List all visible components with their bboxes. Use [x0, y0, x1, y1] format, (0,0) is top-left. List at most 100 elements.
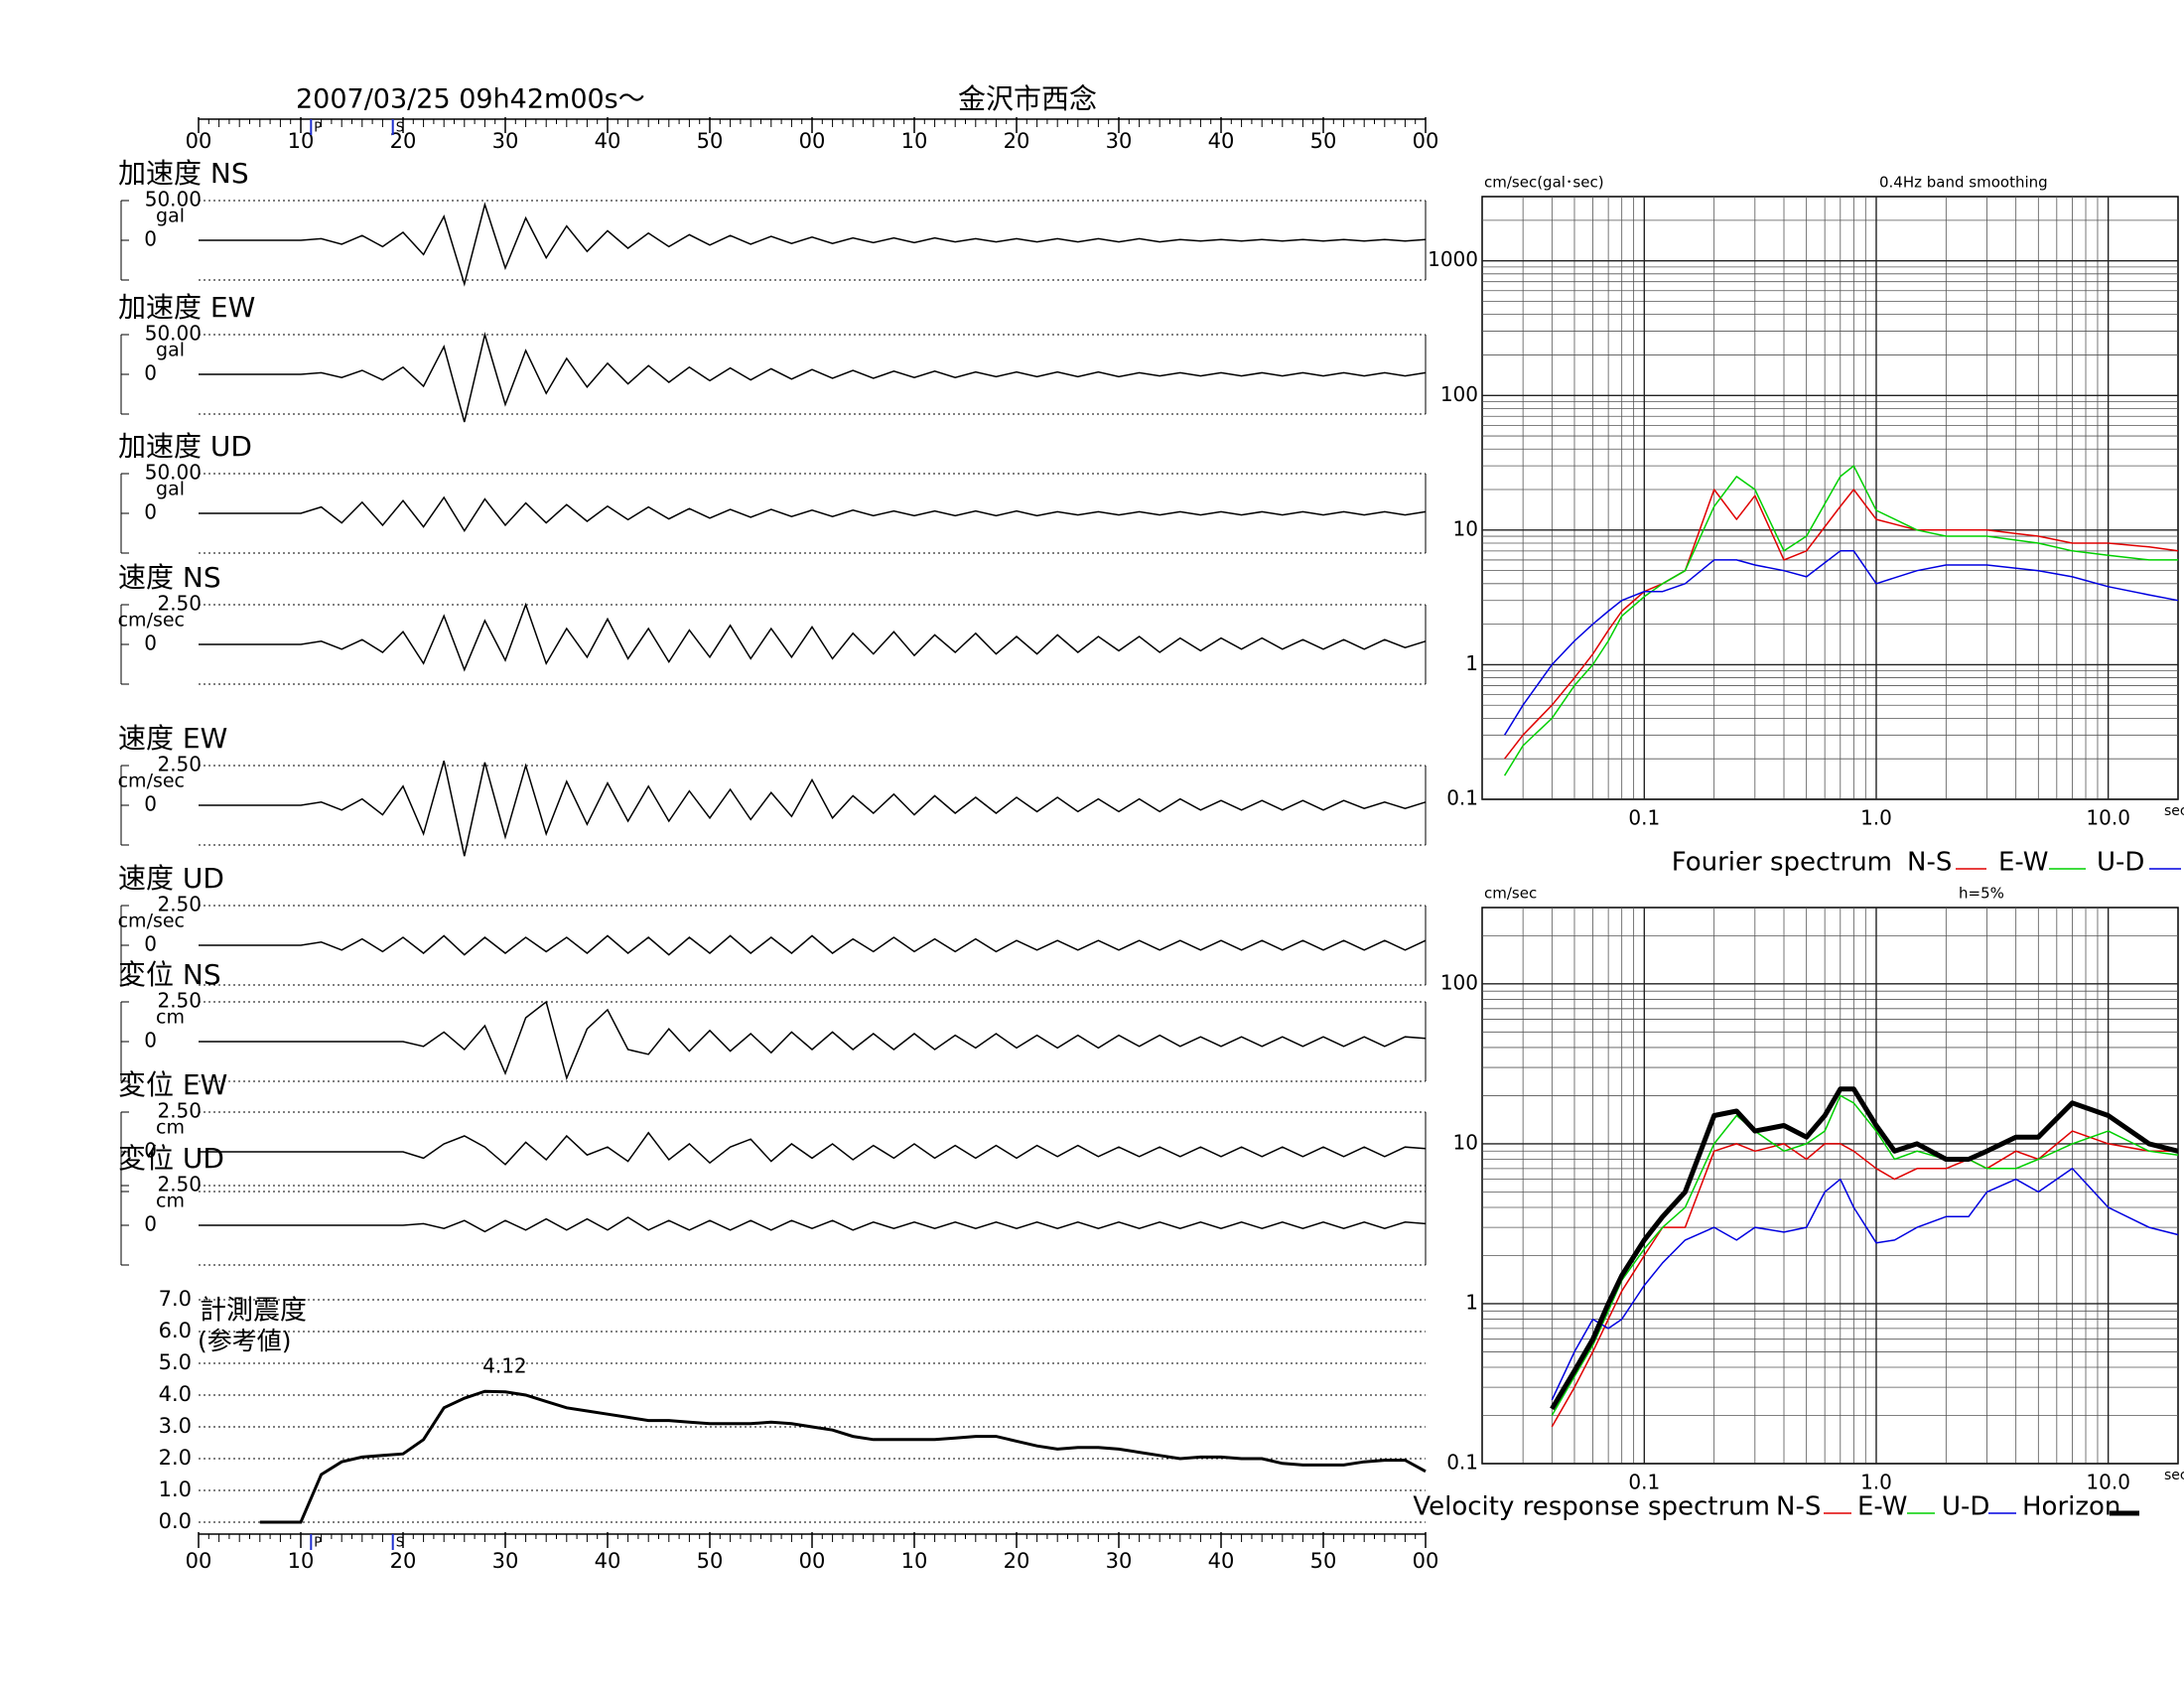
trace-label: 速度 EW: [118, 722, 227, 755]
x-tick-label: 50: [1310, 129, 1337, 153]
x-tick-label: 1.0: [1860, 806, 1892, 830]
trace-label: 変位 EW: [118, 1068, 227, 1101]
x-tick-label: 20: [1004, 1549, 1030, 1573]
y-tick-label: 0: [144, 932, 157, 956]
intensity-note: (参考値): [198, 1327, 292, 1355]
x-tick-label: 30: [492, 129, 519, 153]
waveform: [199, 1000, 1427, 1081]
note: h=5%: [1959, 885, 2004, 903]
y-tick-label: 3.0: [159, 1414, 192, 1438]
x-tick-label: 30: [1106, 1549, 1133, 1573]
y-tick-label: 0.1: [1446, 786, 1478, 810]
y-tick-label: 0: [144, 500, 157, 524]
x-tick-label: 0.1: [1628, 806, 1660, 830]
spectrum-line: [1551, 1130, 2178, 1428]
legend-label: N-S: [1907, 848, 1952, 878]
legend-label: N-S: [1776, 1492, 1821, 1522]
y-tick-label: 6.0: [159, 1319, 192, 1342]
y-tick-label: 1000: [1428, 247, 1478, 271]
spectrum-line: [1503, 465, 2178, 776]
x-tick-label: 20: [390, 1549, 417, 1573]
x-tick-label: 10: [288, 1549, 315, 1573]
y-tick-label: 0: [144, 1029, 157, 1053]
phase-label: P: [314, 1536, 322, 1551]
x-tick-label: 1.0: [1860, 1471, 1892, 1494]
legend-label: U-D: [1942, 1492, 1989, 1522]
x-tick-label: 40: [595, 1549, 621, 1573]
intensity-label: 計測震度: [200, 1296, 307, 1327]
waveform: [199, 1131, 1427, 1166]
y-axis-label: cm/sec: [1484, 885, 1537, 903]
y-tick-label: 0.1: [1446, 1451, 1478, 1475]
y-tick-label: 100: [1440, 970, 1478, 994]
y-tick-label: 50.00: [145, 188, 202, 211]
unit-label: cm: [156, 1191, 185, 1212]
x-tick-label: 20: [1004, 129, 1030, 153]
x-tick-label: 40: [1208, 1549, 1235, 1573]
y-tick-label: 0: [144, 1139, 157, 1163]
y-tick-label: 2.50: [157, 753, 202, 776]
unit-label: cm/sec: [118, 911, 185, 932]
x-tick-label: 00: [799, 129, 826, 153]
y-tick-label: 2.50: [157, 893, 202, 916]
y-tick-label: 0: [144, 227, 157, 251]
peak-label: 4.12: [482, 1354, 527, 1378]
y-tick-label: 4.0: [159, 1382, 192, 1406]
legend-label: U-D: [2097, 848, 2144, 878]
spectrum-line: [1551, 1168, 2179, 1401]
y-tick-label: 1.0: [159, 1477, 192, 1501]
trace-label: 加速度 EW: [118, 291, 255, 324]
x-tick-label: 40: [1208, 129, 1235, 153]
spectrum-line: [1550, 1086, 2179, 1411]
y-tick-label: 10: [1453, 1130, 1478, 1154]
x-tick-label: 50: [1310, 1549, 1337, 1573]
y-tick-label: 1: [1465, 1290, 1478, 1314]
y-tick-label: 50.00: [145, 461, 202, 485]
waveform: [199, 934, 1427, 956]
trace-label: 加速度 NS: [118, 157, 249, 190]
x-tick-label: 20: [390, 129, 417, 153]
trace-label: 速度 UD: [118, 862, 224, 895]
x-tick-label: 10.0: [2086, 806, 2130, 830]
x-tick-label: 00: [1413, 129, 1439, 153]
caption: Velocity response spectrum: [1413, 1492, 1770, 1522]
trace-label: 加速度 UD: [118, 430, 252, 463]
x-tick-label: 00: [186, 1549, 212, 1573]
x-tick-label: 10.0: [2086, 1471, 2130, 1494]
phase-label: S: [396, 1536, 404, 1551]
y-tick-label: 0.0: [159, 1509, 192, 1533]
y-axis-label: cm/sec(gal･sec): [1484, 174, 1604, 192]
caption: Fourier spectrum: [1672, 848, 1892, 878]
waveform: [199, 495, 1427, 533]
x-tick-label: 00: [186, 129, 212, 153]
x-axis-label: sec: [2164, 803, 2184, 819]
y-tick-label: 50.00: [145, 322, 202, 346]
y-tick-label: 2.0: [159, 1446, 192, 1470]
phase-label: P: [314, 121, 322, 136]
title: 2007/03/25 09h42m00s〜: [296, 84, 645, 115]
spectrum-line: [1503, 550, 2179, 736]
y-tick-label: 2.50: [157, 1099, 202, 1123]
legend-label: Horizon: [2022, 1492, 2120, 1522]
trace-label: 変位 UD: [118, 1142, 224, 1175]
trace-label: 速度 NS: [118, 561, 221, 594]
y-tick-label: 100: [1440, 382, 1478, 406]
waveform: [199, 202, 1427, 287]
x-tick-label: 30: [492, 1549, 519, 1573]
x-tick-label: 00: [1413, 1549, 1439, 1573]
waveform: [199, 602, 1427, 672]
unit-label: cm/sec: [118, 610, 185, 632]
x-tick-label: 10: [901, 1549, 928, 1573]
y-tick-label: 7.0: [159, 1287, 192, 1311]
waveform: [199, 332, 1427, 423]
x-tick-label: 40: [595, 129, 621, 153]
unit-label: gal: [156, 206, 185, 227]
station: 金沢市西念: [958, 82, 1097, 115]
note: 0.4Hz band smoothing: [1879, 174, 2048, 192]
y-tick-label: 0: [144, 361, 157, 385]
y-tick-label: 1: [1465, 651, 1478, 675]
x-tick-label: 30: [1106, 129, 1133, 153]
